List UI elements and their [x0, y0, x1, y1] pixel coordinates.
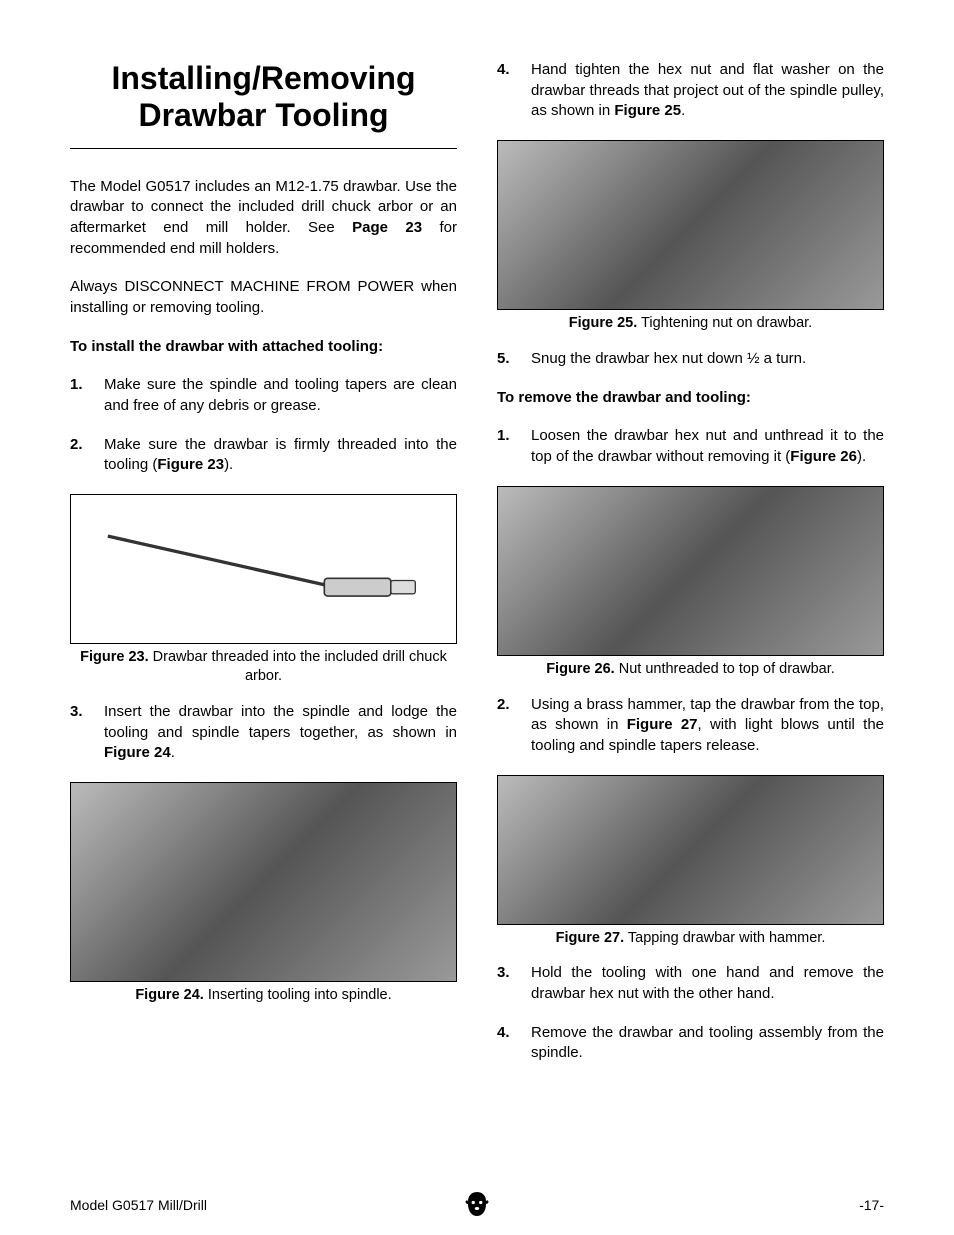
step-text: Make sure the drawbar is firmly threaded…	[104, 435, 457, 476]
manual-page: Installing/Removing Drawbar Tooling The …	[0, 0, 954, 1235]
page-title: Installing/Removing Drawbar Tooling	[70, 60, 457, 134]
figure-24: Figure 24. Inserting tooling into spindl…	[70, 782, 457, 1005]
figure-26: Figure 26. Nut unthreaded to top of draw…	[497, 486, 884, 679]
caption-text: Nut unthreaded to top of drawbar.	[615, 661, 835, 677]
title-line-1: Installing/Removing	[111, 60, 415, 96]
step-number: 2.	[70, 435, 104, 476]
figure-ref: Figure 23	[157, 456, 224, 473]
remove-heading: To remove the drawbar and tooling:	[497, 388, 884, 409]
title-line-2: Drawbar Tooling	[138, 97, 388, 133]
remove-step-2: 2. Using a brass hammer, tap the drawbar…	[497, 695, 884, 757]
step-text-post: ).	[857, 448, 866, 465]
step-text: Using a brass hammer, tap the drawbar fr…	[531, 695, 884, 757]
figure-27: Figure 27. Tapping drawbar with hammer.	[497, 775, 884, 948]
footer-page-number: -17-	[859, 1197, 884, 1213]
step-text: Make sure the spindle and tooling tapers…	[104, 375, 457, 416]
figure-25: Figure 25. Tightening nut on drawbar.	[497, 140, 884, 333]
footer-logo	[462, 1189, 492, 1222]
right-column: 4. Hand tighten the hex nut and flat was…	[497, 60, 884, 1082]
figure-26-image	[497, 486, 884, 656]
step-text: Insert the drawbar into the spindle and …	[104, 702, 457, 764]
footer-model: Model G0517 Mill/Drill	[70, 1197, 207, 1213]
install-step-5: 5. Snug the drawbar hex nut down ½ a tur…	[497, 349, 884, 370]
step-text-pre: Hand tighten the hex nut and flat washer…	[531, 61, 884, 119]
figure-24-image	[70, 782, 457, 982]
step-text: Loosen the drawbar hex nut and unthread …	[531, 426, 884, 467]
page-footer: Model G0517 Mill/Drill -17-	[70, 1197, 884, 1213]
remove-step-3: 3. Hold the tooling with one hand and re…	[497, 963, 884, 1004]
step-number: 5.	[497, 349, 531, 370]
step-text: Hand tighten the hex nut and flat washer…	[531, 60, 884, 122]
figure-23: Figure 23. Drawbar threaded into the inc…	[70, 494, 457, 686]
step-number: 2.	[497, 695, 531, 757]
step-number: 1.	[70, 375, 104, 416]
caption-label: Figure 23.	[80, 649, 149, 665]
step-text: Remove the drawbar and tooling assembly …	[531, 1023, 884, 1064]
figure-24-caption: Figure 24. Inserting tooling into spindl…	[70, 986, 457, 1005]
figure-25-caption: Figure 25. Tightening nut on drawbar.	[497, 314, 884, 333]
drawbar-icon	[90, 525, 437, 614]
warning-paragraph: Always DISCONNECT MACHINE FROM POWER whe…	[70, 277, 457, 318]
step-text-post: .	[681, 102, 685, 119]
caption-label: Figure 25.	[569, 315, 638, 331]
step-text: Hold the tooling with one hand and remov…	[531, 963, 884, 1004]
install-step-3: 3. Insert the drawbar into the spindle a…	[70, 702, 457, 764]
install-step-1: 1. Make sure the spindle and tooling tap…	[70, 375, 457, 416]
figure-26-caption: Figure 26. Nut unthreaded to top of draw…	[497, 660, 884, 679]
step-number: 1.	[497, 426, 531, 467]
caption-text: Drawbar threaded into the included drill…	[149, 649, 447, 684]
caption-label: Figure 27.	[556, 930, 625, 946]
install-heading: To install the drawbar with attached too…	[70, 337, 457, 358]
figure-23-image	[70, 494, 457, 644]
step-number: 3.	[70, 702, 104, 764]
intro-page-ref: Page 23	[352, 219, 422, 236]
step-number: 4.	[497, 1023, 531, 1064]
install-step-2: 2. Make sure the drawbar is firmly threa…	[70, 435, 457, 476]
caption-text: Tapping drawbar with hammer.	[624, 930, 825, 946]
step-text: Snug the drawbar hex nut down ½ a turn.	[531, 349, 884, 370]
step-number: 3.	[497, 963, 531, 1004]
two-column-layout: Installing/Removing Drawbar Tooling The …	[70, 60, 884, 1082]
figure-27-caption: Figure 27. Tapping drawbar with hammer.	[497, 929, 884, 948]
left-column: Installing/Removing Drawbar Tooling The …	[70, 60, 457, 1082]
figure-ref: Figure 27	[627, 716, 698, 733]
figure-27-image	[497, 775, 884, 925]
title-rule	[70, 148, 457, 149]
remove-step-4: 4. Remove the drawbar and tooling assemb…	[497, 1023, 884, 1064]
install-step-4: 4. Hand tighten the hex nut and flat was…	[497, 60, 884, 122]
figure-ref: Figure 25	[614, 102, 681, 119]
figure-ref: Figure 26	[790, 448, 857, 465]
intro-paragraph: The Model G0517 includes an M12-1.75 dra…	[70, 177, 457, 260]
figure-ref: Figure 24	[104, 744, 171, 761]
brand-logo-icon	[462, 1189, 492, 1219]
step-text-post: ).	[224, 456, 233, 473]
remove-step-1: 1. Loosen the drawbar hex nut and unthre…	[497, 426, 884, 467]
caption-label: Figure 24.	[135, 987, 204, 1003]
step-text-post: .	[171, 744, 175, 761]
caption-text: Inserting tooling into spindle.	[204, 987, 392, 1003]
step-text-pre: Insert the drawbar into the spindle and …	[104, 703, 457, 741]
figure-23-caption: Figure 23. Drawbar threaded into the inc…	[70, 648, 457, 686]
step-number: 4.	[497, 60, 531, 122]
caption-label: Figure 26.	[546, 661, 615, 677]
figure-25-image	[497, 140, 884, 310]
caption-text: Tightening nut on drawbar.	[637, 315, 812, 331]
